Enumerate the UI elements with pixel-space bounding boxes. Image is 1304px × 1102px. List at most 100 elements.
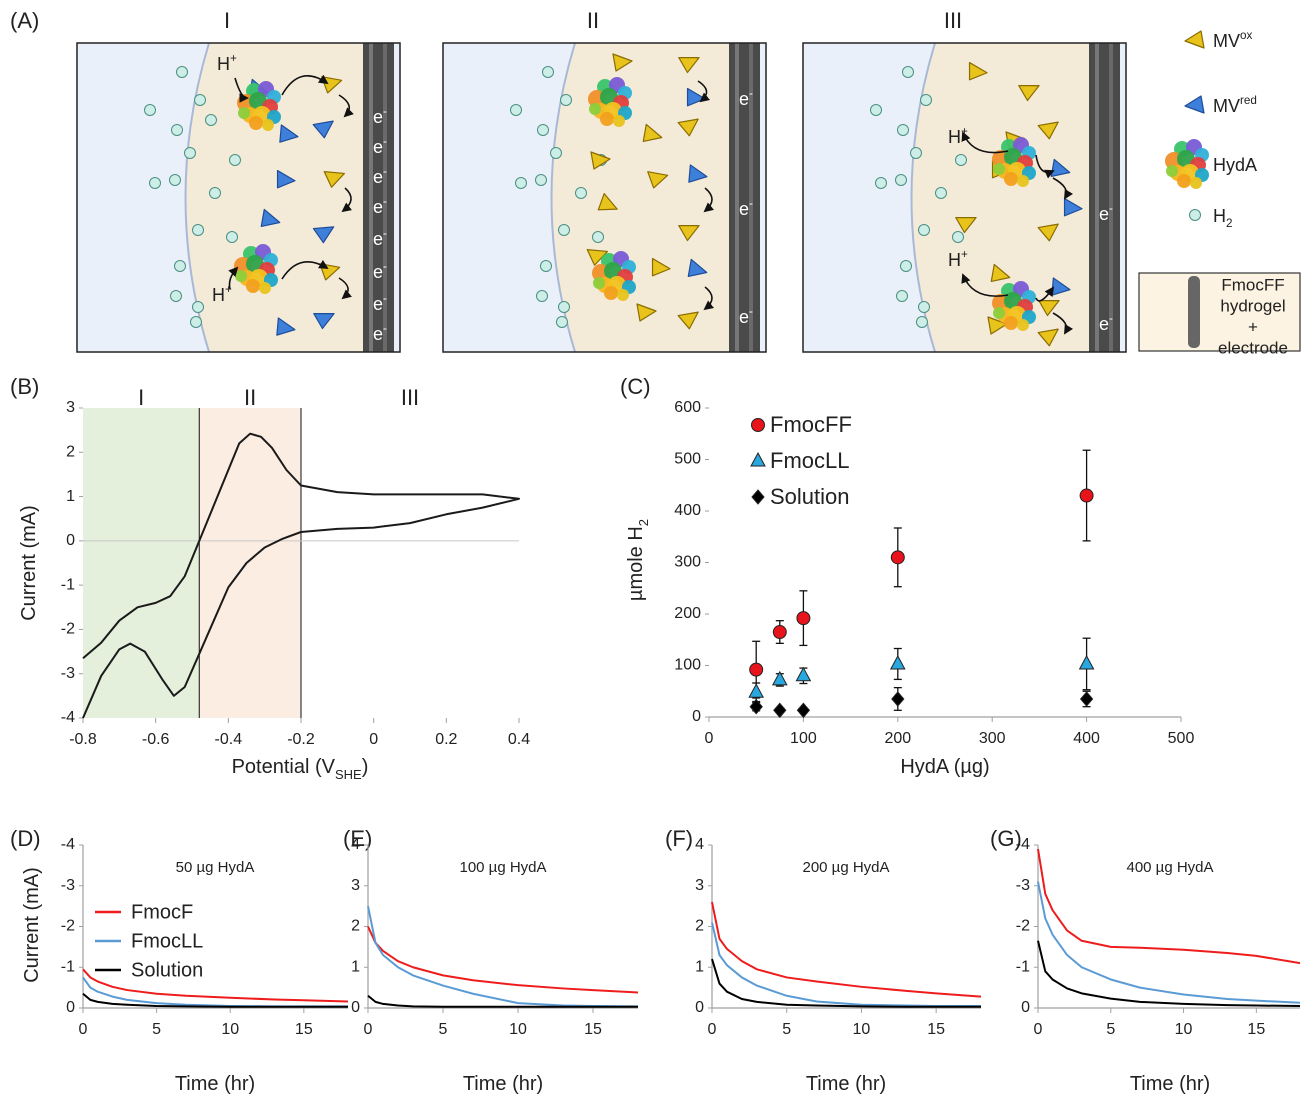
enzyme-part — [259, 282, 271, 294]
hyda-enzyme — [588, 77, 632, 127]
x-tick-label: 10 — [509, 1021, 527, 1038]
region — [199, 408, 301, 718]
electron-label: e- — [373, 292, 387, 314]
series-line — [82, 992, 348, 1008]
legend-marker — [750, 451, 766, 467]
enzyme-part — [617, 289, 629, 301]
h2-dot — [575, 187, 587, 199]
y-tick-label: 3 — [695, 877, 704, 894]
h2-dot — [560, 94, 572, 106]
series-line — [1037, 848, 1301, 965]
mv-red — [312, 120, 334, 139]
series-line — [82, 968, 349, 1003]
y-tick-label: -4 — [61, 836, 75, 853]
legend-text: H2 — [1213, 206, 1233, 230]
h2-dot — [510, 104, 522, 116]
enzyme-part — [1004, 316, 1018, 330]
enzyme-part — [249, 116, 263, 130]
h2-dot — [902, 66, 914, 78]
panel-label: (D) — [10, 826, 41, 851]
mv-ox — [678, 56, 700, 74]
y-tick-label: -2 — [61, 918, 75, 935]
text-part: H — [1213, 206, 1226, 226]
electrode — [363, 43, 394, 352]
x-tick-label: -0.8 — [69, 731, 97, 748]
text-part: 2 — [1226, 217, 1233, 230]
enzyme-part — [246, 279, 260, 293]
legend-text: hydrogel — [1220, 296, 1285, 315]
mv-ox — [323, 171, 346, 188]
h2-dot — [900, 260, 912, 272]
region-label: III — [401, 385, 419, 410]
text-part: - — [383, 260, 387, 273]
panel-label: (G) — [990, 826, 1022, 851]
x-tick-label: 400 — [1073, 730, 1100, 747]
point — [773, 702, 787, 719]
x-tick-label: -0.2 — [287, 731, 315, 748]
h2-dot — [875, 177, 887, 189]
y-tick-label: 3 — [66, 399, 75, 416]
mv-red — [276, 317, 296, 336]
hyda-enzyme — [1165, 139, 1209, 189]
chart-title: 400 µg HydA — [1126, 859, 1213, 876]
arrow — [281, 74, 329, 96]
point — [1079, 488, 1094, 503]
y-tick-label: -2 — [1016, 918, 1030, 935]
point — [795, 666, 812, 682]
panel-label: (C) — [620, 374, 651, 399]
h2-dot — [918, 301, 930, 313]
electron-label: e- — [1099, 312, 1113, 334]
enzyme-part — [1017, 175, 1029, 187]
electron-label: e- — [739, 197, 753, 219]
panel-label: (F) — [665, 826, 693, 851]
electrode-stripe — [1109, 43, 1113, 352]
text-part: + — [961, 248, 968, 261]
point — [1078, 654, 1095, 670]
mv-ox — [647, 171, 669, 189]
arrow — [234, 77, 249, 103]
enzyme-part — [600, 112, 614, 126]
electron-label: e- — [373, 105, 387, 127]
x-tick-label: 10 — [221, 1021, 239, 1038]
enzyme-part — [1017, 319, 1029, 331]
text-part: MV — [1213, 31, 1240, 51]
point — [890, 550, 905, 565]
electron-label: e- — [373, 260, 387, 282]
mv-ox — [955, 216, 977, 234]
h2-dot — [184, 147, 196, 159]
mv-ox — [1037, 223, 1059, 242]
h2-dot — [918, 224, 930, 236]
mv-red — [1050, 158, 1071, 178]
mv-ox — [678, 224, 700, 242]
text-part: - — [383, 165, 387, 178]
x-tick-label: 0 — [705, 730, 714, 747]
text-part: Time (hr) — [806, 1073, 886, 1095]
electrode — [729, 43, 760, 352]
h2-dot — [556, 316, 568, 328]
text-part: - — [1109, 202, 1113, 215]
mv-ox — [990, 263, 1011, 283]
h2-dot — [536, 290, 548, 302]
mv-red — [1184, 95, 1205, 114]
text-part: Time (hr) — [175, 1073, 255, 1095]
x-axis-label: HydA (µg) — [900, 756, 989, 778]
series-line — [82, 432, 520, 719]
h2-dot — [537, 124, 549, 136]
y-tick-label: -4 — [61, 709, 75, 726]
h2-dot — [920, 94, 932, 106]
h2-dot — [192, 301, 204, 313]
arrow — [281, 259, 329, 280]
region — [83, 408, 200, 718]
point — [1079, 691, 1094, 707]
arrow — [338, 277, 352, 300]
mv-ox — [677, 311, 699, 330]
mv-ox — [651, 257, 671, 277]
enzyme-part — [1177, 174, 1191, 188]
legend-text: MVox — [1213, 29, 1253, 51]
electrode-stripe — [1095, 43, 1099, 352]
mv-ox — [1184, 30, 1205, 49]
electrode-stripe — [383, 43, 387, 352]
mv-red — [279, 124, 299, 143]
text-part: - — [1109, 312, 1113, 325]
x-tick-label: 5 — [152, 1021, 161, 1038]
